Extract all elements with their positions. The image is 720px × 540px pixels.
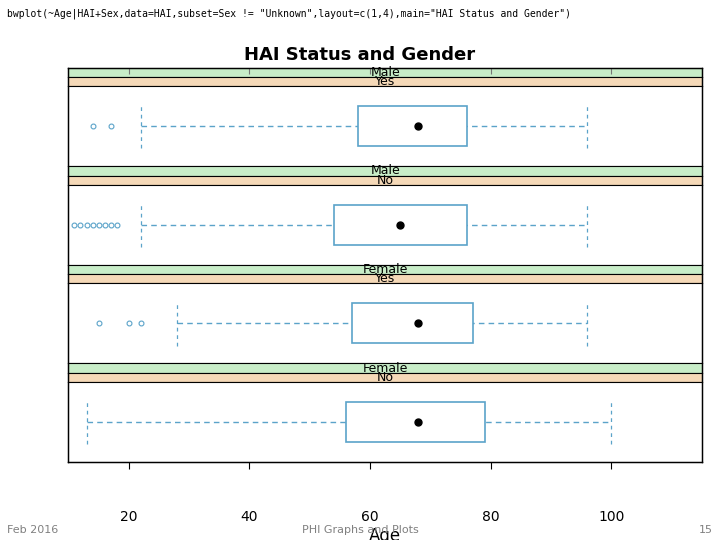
Text: HAI Status and Gender: HAI Status and Gender (244, 46, 476, 64)
Text: PHI Graphs and Plots: PHI Graphs and Plots (302, 524, 418, 535)
Text: Yes: Yes (375, 272, 395, 285)
X-axis label: Age: Age (369, 526, 401, 540)
Text: Male: Male (370, 66, 400, 79)
Text: Male: Male (370, 165, 400, 178)
Text: No: No (377, 371, 394, 384)
Text: Feb 2016: Feb 2016 (7, 524, 58, 535)
Text: Female: Female (362, 362, 408, 375)
Bar (334, 205, 467, 245)
Text: Yes: Yes (375, 75, 395, 88)
Bar (358, 106, 467, 146)
Bar (352, 303, 473, 343)
Text: bwplot(~Age|HAI+Sex,data=HAI,subset=Sex != "Unknown",layout=c(1,4),main="HAI Sta: bwplot(~Age|HAI+Sex,data=HAI,subset=Sex … (7, 8, 571, 18)
Bar (346, 402, 485, 442)
Text: No: No (377, 174, 394, 187)
Text: 15: 15 (699, 524, 713, 535)
Text: Female: Female (362, 263, 408, 276)
